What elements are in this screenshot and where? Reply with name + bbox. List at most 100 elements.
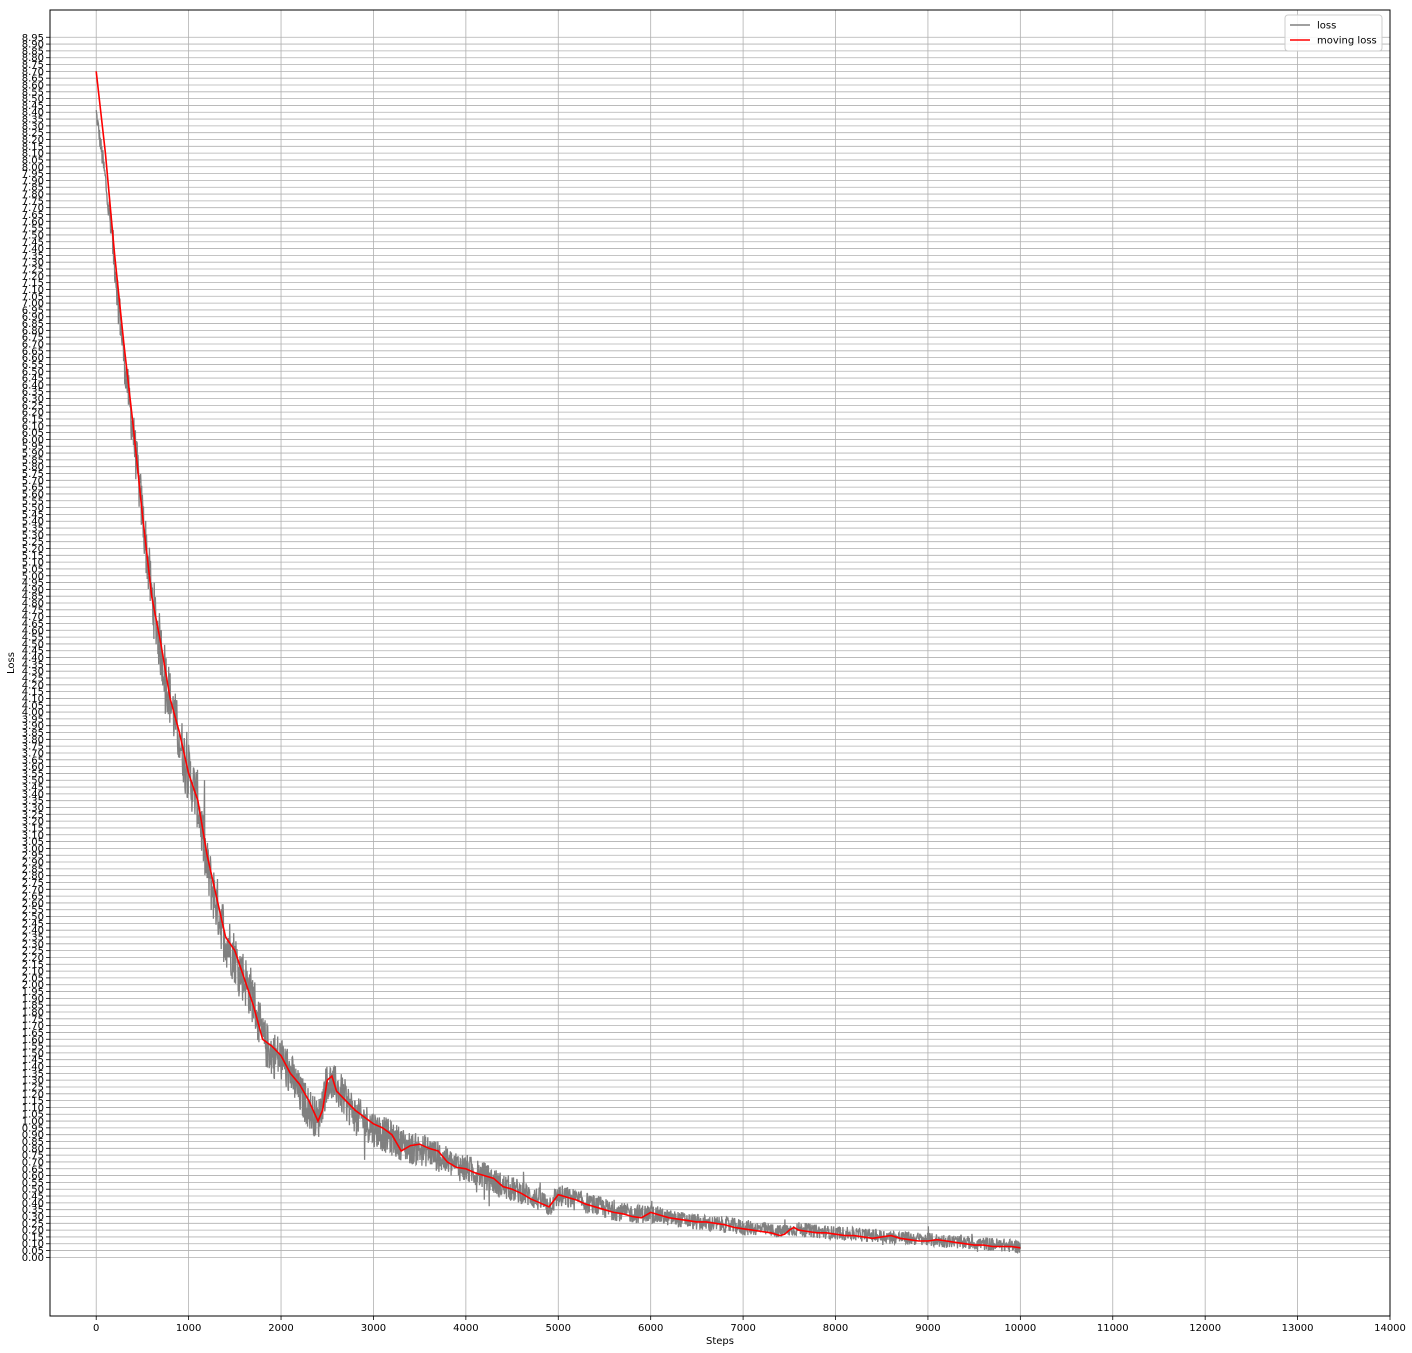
y-tick-label: 1.70 [22, 1021, 44, 1032]
y-tick-label: 1.30 [22, 1076, 44, 1087]
y-tick-label: 7.75 [22, 196, 44, 207]
y-tick-label: 0.25 [22, 1219, 44, 1230]
y-tick-label: 6.45 [22, 374, 44, 385]
y-tick-label: 1.85 [22, 1001, 44, 1012]
y-tick-label: 1.20 [22, 1089, 44, 1100]
x-tick-label: 3000 [361, 1323, 386, 1334]
x-tick-label: 0 [93, 1323, 99, 1334]
y-tick-label: 2.65 [22, 892, 44, 903]
y-tick-label: 3.50 [22, 776, 44, 787]
y-tick-label: 2.45 [22, 919, 44, 930]
y-tick-label: 7.35 [22, 251, 44, 262]
y-tick-label: 0.40 [22, 1198, 44, 1209]
y-tick-label: 5.55 [22, 496, 44, 507]
y-tick-label: 1.50 [22, 1048, 44, 1059]
y-tick-label: 6.70 [22, 339, 44, 350]
y-tick-label: 3.60 [22, 762, 44, 773]
y-tick-label: 6.30 [22, 394, 44, 405]
y-tick-label: 0.00 [22, 1253, 44, 1264]
y-tick-label: 5.45 [22, 510, 44, 521]
series-line-moving-loss [95, 71, 1021, 1249]
y-tick-label: 2.50 [22, 912, 44, 923]
y-tick-label: 5.05 [22, 564, 44, 575]
y-tick-label: 7.40 [22, 244, 44, 255]
y-tick-label: 7.00 [22, 299, 44, 310]
y-tick-label: 7.90 [22, 176, 44, 187]
y-tick-label: 0.60 [22, 1171, 44, 1182]
y-tick-label: 2.35 [22, 933, 44, 944]
x-tick-label: 11000 [1097, 1323, 1129, 1334]
y-tick-label: 1.15 [22, 1096, 44, 1107]
y-tick-label: 7.15 [22, 278, 44, 289]
y-tick-label: 1.10 [22, 1103, 44, 1114]
y-tick-label: 4.60 [22, 626, 44, 637]
y-tick-label: 6.10 [22, 421, 44, 432]
legend-label-moving-loss: moving loss [1317, 36, 1377, 47]
y-tick-label: 4.30 [22, 667, 44, 678]
y-tick-label: 7.65 [22, 210, 44, 221]
y-tick-label: 2.25 [22, 946, 44, 957]
y-tick-label: 2.60 [22, 898, 44, 909]
y-tick-label: 3.25 [22, 810, 44, 821]
x-axis-title: Steps [706, 1336, 734, 1347]
y-tick-label: 1.00 [22, 1117, 44, 1128]
y-tick-label: 5.25 [22, 537, 44, 548]
grid [50, 10, 1391, 1316]
y-tick-label: 4.75 [22, 605, 44, 616]
x-axis-ticks: 0 1000 2000 3000 4000 5000 6000 7000 8000 9000 100… [93, 1316, 1406, 1334]
y-tick-label: 7.55 [22, 224, 44, 235]
y-tick-label: 8.90 [22, 40, 44, 51]
y-tick-label: 1.80 [22, 1007, 44, 1018]
series [95, 71, 1021, 1255]
y-tick-label: 8.20 [22, 135, 44, 146]
y-tick-label: 8.60 [22, 80, 44, 91]
y-tick-label: 0.65 [22, 1164, 44, 1175]
y-tick-label: 4.20 [22, 680, 44, 691]
y-tick-label: 0.75 [22, 1151, 44, 1162]
x-tick-label: 2000 [268, 1323, 293, 1334]
y-tick-label: 5.00 [22, 571, 44, 582]
x-tick-label: 8000 [823, 1323, 848, 1334]
y-tick-label: 4.45 [22, 646, 44, 657]
y-tick-label: 0.85 [22, 1137, 44, 1148]
y-tick-label: 5.40 [22, 517, 44, 528]
y-tick-label: 4.95 [22, 578, 44, 589]
y-tick-label: 4.85 [22, 592, 44, 603]
y-tick-label: 2.15 [22, 960, 44, 971]
x-tick-label: 1000 [176, 1323, 201, 1334]
y-axis-title: Loss [6, 652, 17, 674]
y-tick-label: 4.25 [22, 673, 44, 684]
y-tick-label: 0.50 [22, 1185, 44, 1196]
y-tick-label: 8.55 [22, 87, 44, 98]
y-tick-label: 4.40 [22, 653, 44, 664]
y-tick-label: 5.80 [22, 462, 44, 473]
y-tick-label: 4.90 [22, 585, 44, 596]
y-tick-label: 0.30 [22, 1212, 44, 1223]
y-tick-label: 3.70 [22, 748, 44, 759]
x-tick-label: 12000 [1189, 1323, 1221, 1334]
y-tick-label: 5.20 [22, 544, 44, 555]
y-tick-label: 0.55 [22, 1178, 44, 1189]
y-tick-label: 3.35 [22, 796, 44, 807]
y-tick-label: 6.65 [22, 346, 44, 357]
y-tick-label: 5.30 [22, 530, 44, 541]
y-tick-label: 6.90 [22, 312, 44, 323]
y-tick-label: 8.85 [22, 46, 44, 57]
y-tick-label: 1.35 [22, 1069, 44, 1080]
y-tick-label: 4.50 [22, 639, 44, 650]
y-tick-label: 6.55 [22, 360, 44, 371]
y-tick-label: 5.85 [22, 455, 44, 466]
y-tick-label: 8.25 [22, 128, 44, 139]
y-tick-label: 2.80 [22, 871, 44, 882]
y-tick-label: 3.05 [22, 837, 44, 848]
y-tick-label: 3.90 [22, 721, 44, 732]
y-tick-label: 3.95 [22, 714, 44, 725]
y-tick-label: 2.95 [22, 851, 44, 862]
y-tick-label: 7.30 [22, 258, 44, 269]
y-tick-label: 3.15 [22, 823, 44, 834]
plot-frame [49, 9, 1391, 1317]
y-tick-label: 8.40 [22, 108, 44, 119]
y-tick-label: 7.50 [22, 230, 44, 241]
y-tick-label: 4.05 [22, 701, 44, 712]
